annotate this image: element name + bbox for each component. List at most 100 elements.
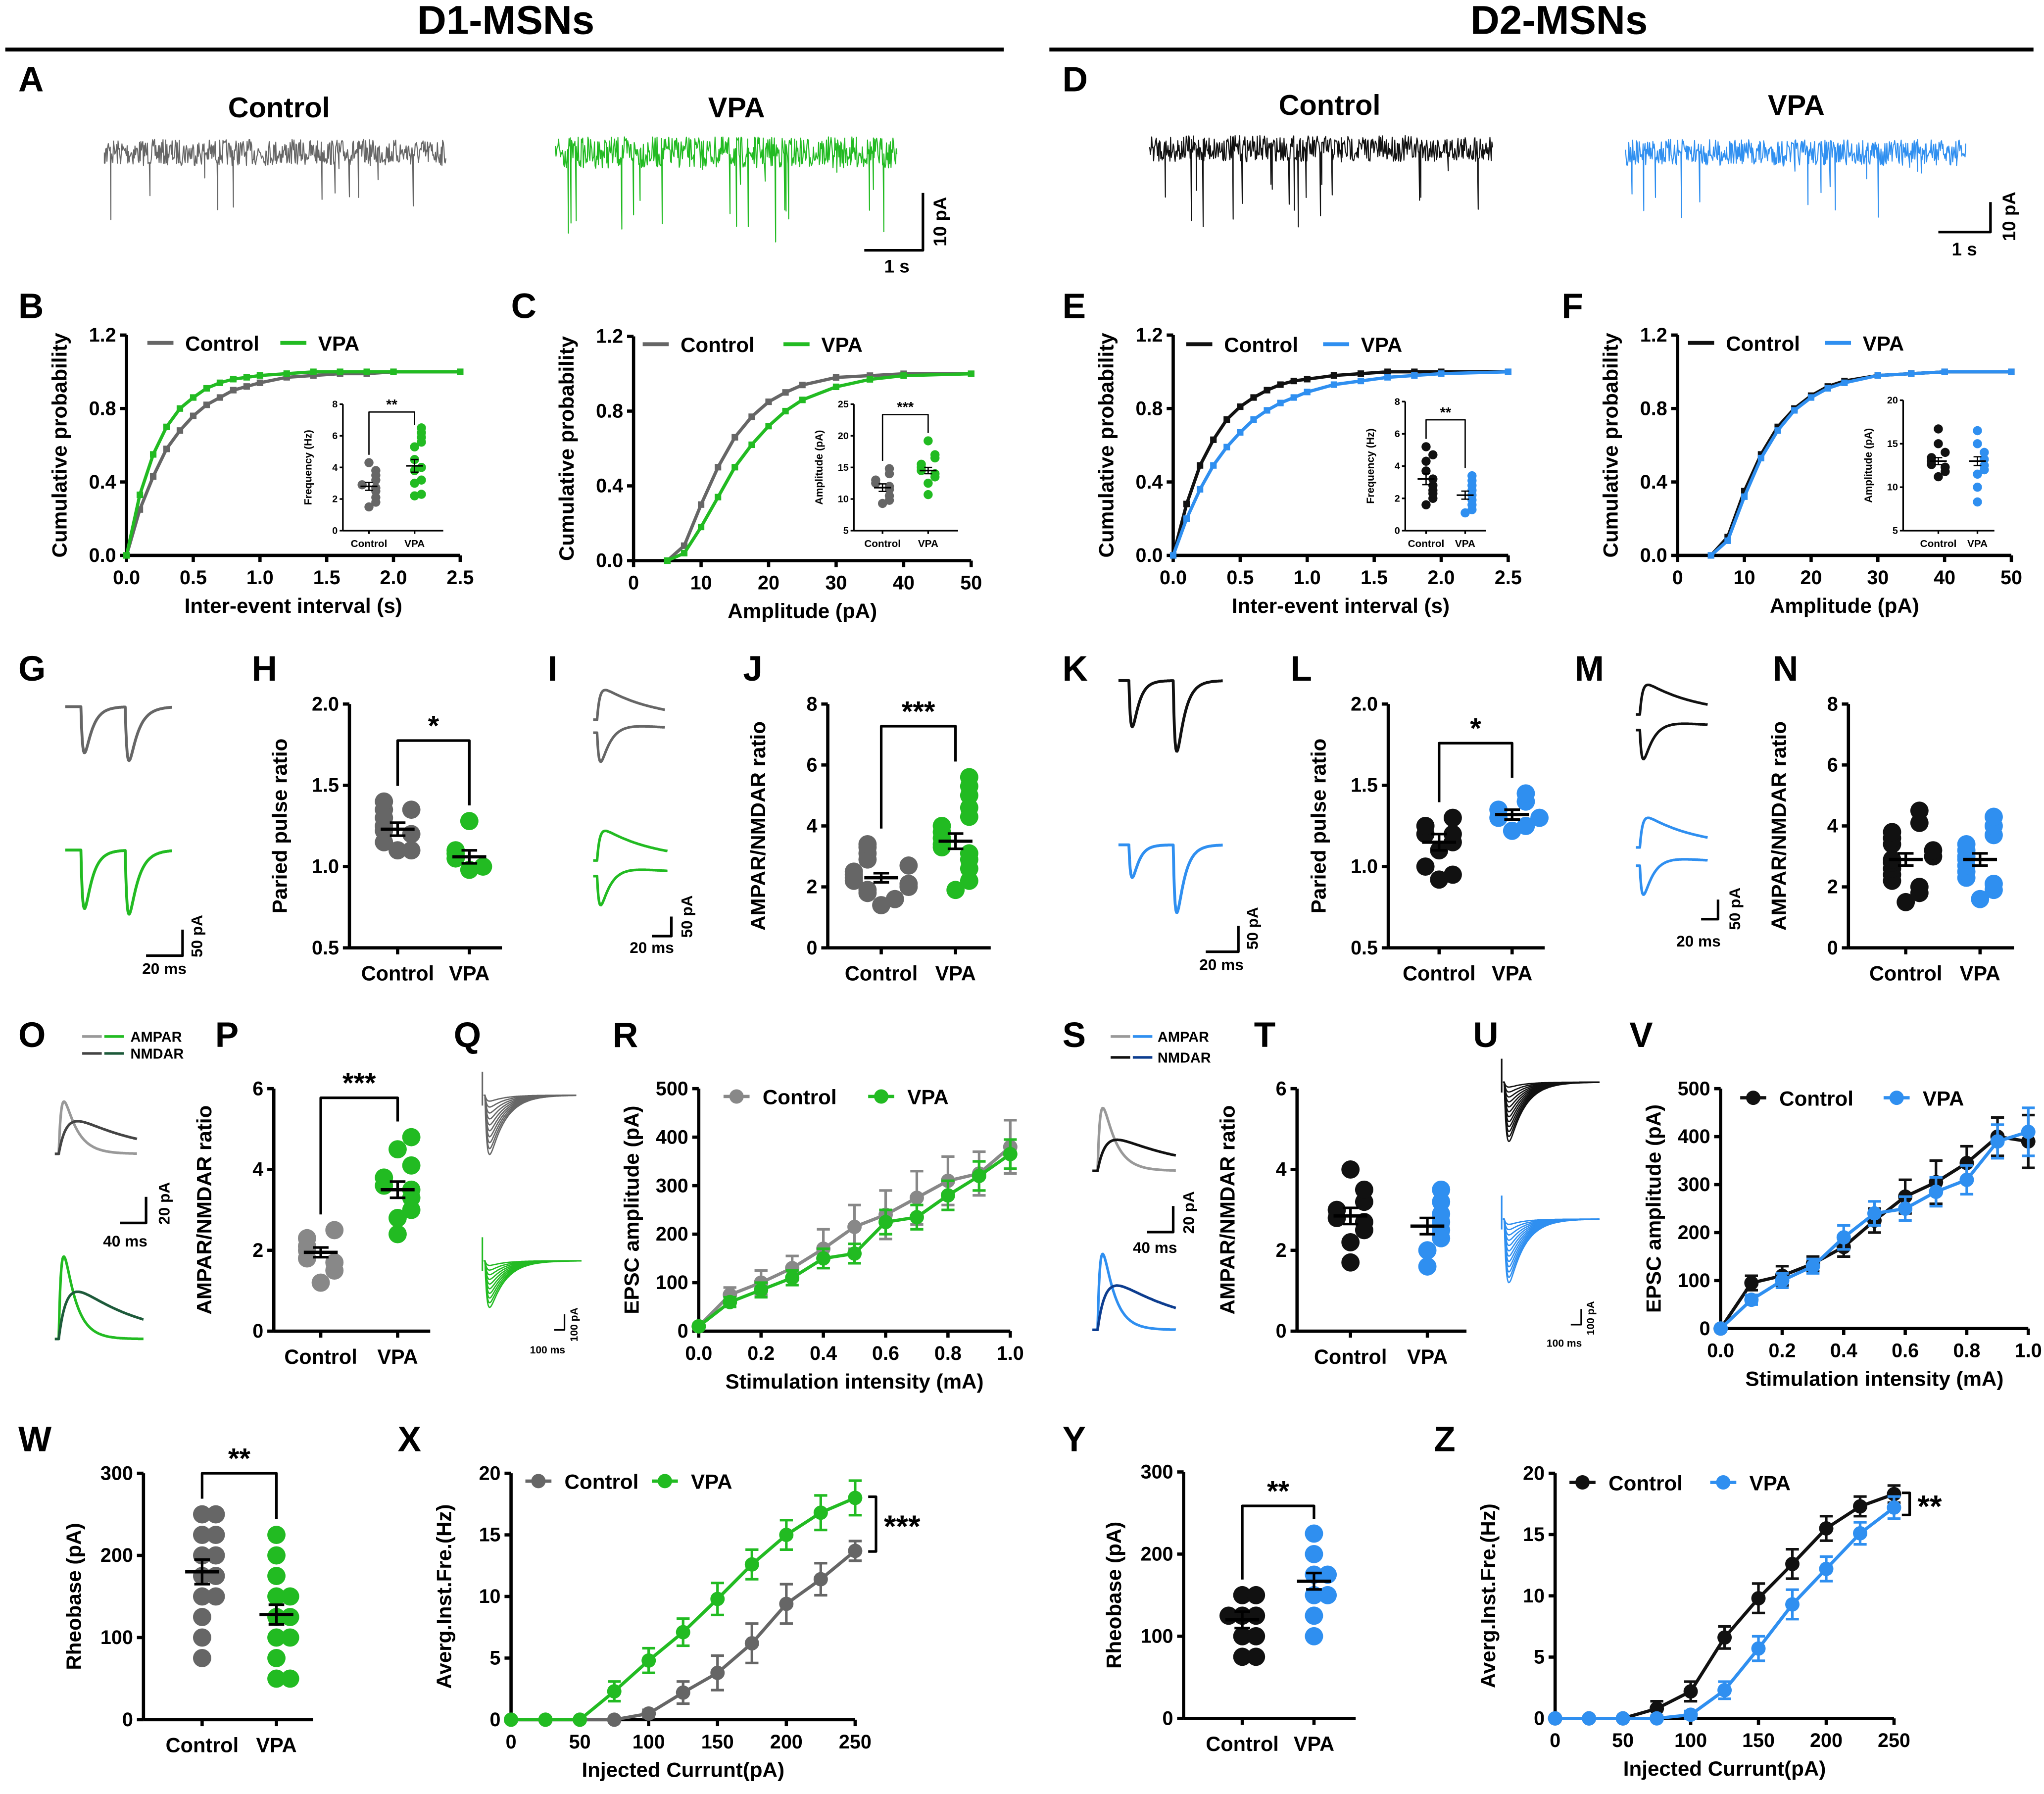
panel-letter-r: R: [613, 1016, 638, 1055]
panel-x-x-tick-label: 100: [633, 1731, 665, 1753]
panel-c-data-point-vpa: [900, 372, 907, 379]
panel-e-data-point-vpa: [1290, 394, 1297, 401]
panel-e-legend-label-control: Control: [1224, 333, 1298, 356]
panel-c-inset-data-point-vpa: [924, 490, 933, 499]
panel-h-y-tick-label: 2.0: [312, 693, 339, 715]
panel-z-data-point-control: [1717, 1630, 1732, 1645]
panel-x-data-point-control: [813, 1572, 828, 1587]
panel-e-data-point-control: [1304, 376, 1311, 383]
panel-b-data-point-vpa: [190, 394, 197, 401]
trace-u-vpa-10: [1503, 1218, 1600, 1273]
panel-letter-z: Z: [1434, 1420, 1455, 1459]
panel-b-data-point-vpa: [337, 368, 343, 375]
panel-b-y-tick-label: 1.2: [89, 324, 116, 346]
legend-s-nmdar: NMDAR: [1158, 1050, 1211, 1066]
panel-b-data-point-vpa: [243, 374, 250, 381]
panel-r-data-point-vpa: [940, 1188, 955, 1203]
panel-v-data-point-vpa: [1744, 1293, 1759, 1307]
panel-z-data-point-vpa: [1650, 1711, 1664, 1726]
panel-t-data-point-control: [1355, 1180, 1373, 1199]
panel-p-data-point-vpa: [389, 1140, 407, 1159]
panel-l-data-point-control: [1430, 870, 1449, 889]
panel-e-y-axis-label: Cumulative probability: [1094, 333, 1118, 558]
panel-l-significance-label: *: [1470, 713, 1481, 745]
trace-q-vpa-10: [484, 1260, 582, 1308]
panel-y-data-point-vpa: [1318, 1586, 1337, 1604]
trace-u-vpa-12: [1503, 1218, 1600, 1284]
panel-l-category-label: VPA: [1492, 962, 1532, 985]
trace-m-vpa-outward: [1635, 816, 1708, 849]
panel-e-inset-data-point-control: [1421, 500, 1431, 509]
panel-f-x-tick-label: 10: [1734, 567, 1755, 589]
panel-c-inset-data-point-control: [871, 475, 880, 485]
panel-letter-m: M: [1575, 649, 1604, 689]
panel-e-inset-y-tick-label: 2: [1395, 493, 1400, 504]
panel-n-data-point-control: [1924, 841, 1943, 860]
scale-i-amp: 50 pA: [678, 895, 696, 938]
panel-r-x-tick-label: 0.6: [872, 1343, 899, 1364]
panel-e-inset-significance-bracket: [1425, 419, 1466, 468]
panel-z-x-tick-label: 0: [1550, 1730, 1560, 1751]
panel-c-inset-data-point-control: [884, 464, 894, 473]
panel-r-data-point-vpa: [1003, 1146, 1018, 1161]
panel-l-y-tick-label: 1.0: [1351, 856, 1378, 878]
panel-l-y-tick-label: 2.0: [1351, 693, 1378, 715]
panel-y-data-point-vpa: [1305, 1545, 1323, 1563]
panel-f-y-tick-label: 0.4: [1640, 471, 1667, 493]
panel-c-x-tick-label: 10: [690, 572, 712, 594]
scale-m-time: 20 ms: [1676, 932, 1721, 950]
panel-e-inset-data-point-control: [1421, 442, 1431, 451]
panel-b-inset-y-tick-label: 4: [332, 462, 338, 473]
scale-m-amp: 50 pA: [1726, 888, 1744, 930]
panel-r-legend-marker-control: [729, 1089, 744, 1104]
panel-z-significance-label: **: [1917, 1489, 1942, 1524]
panel-e-data-point-control: [1237, 403, 1244, 410]
panel-w-data-point-control: [193, 1608, 211, 1626]
scalebar-q: [554, 1314, 566, 1331]
panel-letter-j: J: [743, 649, 763, 689]
panel-e-x-tick-label: 2.0: [1428, 567, 1455, 589]
trace-s-vpa-nmdar: [1091, 1284, 1177, 1332]
panel-r-data-point-control: [847, 1219, 862, 1234]
panel-w-y-axis-label: Rheobase (pA): [62, 1523, 85, 1670]
panel-b-inset-y-tick-label: 0: [332, 526, 338, 537]
panel-f-inset-y-axis-label: Amplitude (pA): [1863, 428, 1874, 503]
scale-s-time: 40 ms: [1133, 1239, 1177, 1256]
panel-z-significance-bracket: [1901, 1491, 1911, 1517]
panel-b-legend-label-vpa: VPA: [318, 332, 359, 355]
panel-f-inset-data-point-control: [1941, 448, 1950, 457]
panel-z-y-tick-label: 5: [1534, 1646, 1545, 1668]
panel-b-y-tick-label: 0.0: [89, 545, 116, 566]
panel-p-category-label: VPA: [377, 1345, 418, 1368]
panel-w-y-tick-label: 100: [100, 1627, 133, 1648]
panel-r-y-tick-label: 200: [656, 1223, 688, 1245]
panel-j-data-point-control: [899, 856, 918, 875]
panel-c-inset-data-point-vpa: [924, 478, 933, 488]
panel-p-data-point-control: [311, 1273, 330, 1292]
trace-o-vpa-nmdar: [54, 1290, 145, 1341]
panel-z-data-point-control: [1683, 1684, 1698, 1699]
panel-h-y-tick-label: 0.5: [312, 937, 339, 959]
panel-letter-n: N: [1773, 649, 1798, 689]
panel-e-inset-data-point-control: [1428, 450, 1438, 459]
panel-j-significance-bracket: [879, 725, 957, 829]
panel-p-y-tick-label: 2: [252, 1240, 263, 1261]
panel-r-y-tick-label: 100: [656, 1272, 688, 1294]
scalebar-u: [1570, 1309, 1582, 1326]
panel-t-y-tick-label: 2: [1276, 1240, 1287, 1261]
panel-c-inset-significance-label: ***: [897, 399, 914, 415]
panel-e-inset-category-label: VPA: [1455, 538, 1475, 549]
panel-l-data-point-control: [1444, 808, 1462, 827]
panel-v-data-point-vpa: [2021, 1124, 2036, 1139]
panel-h-y-axis-label: Paried pulse ratio: [268, 739, 292, 913]
scalebar-o: [120, 1196, 147, 1225]
panel-v-legend-label-control: Control: [1779, 1087, 1853, 1110]
panel-z-data-point-vpa: [1615, 1711, 1630, 1726]
panel-c-data-point-vpa: [748, 441, 755, 448]
panel-l-data-point-vpa: [1530, 808, 1549, 827]
panel-x-data-point-vpa: [641, 1653, 656, 1668]
panel-c-y-tick-label: 0.0: [596, 550, 623, 572]
panel-y-data-point-control: [1247, 1586, 1265, 1604]
scalebar-d: [1938, 202, 1992, 234]
panel-c-inset-y-tick-label: 10: [838, 494, 849, 505]
